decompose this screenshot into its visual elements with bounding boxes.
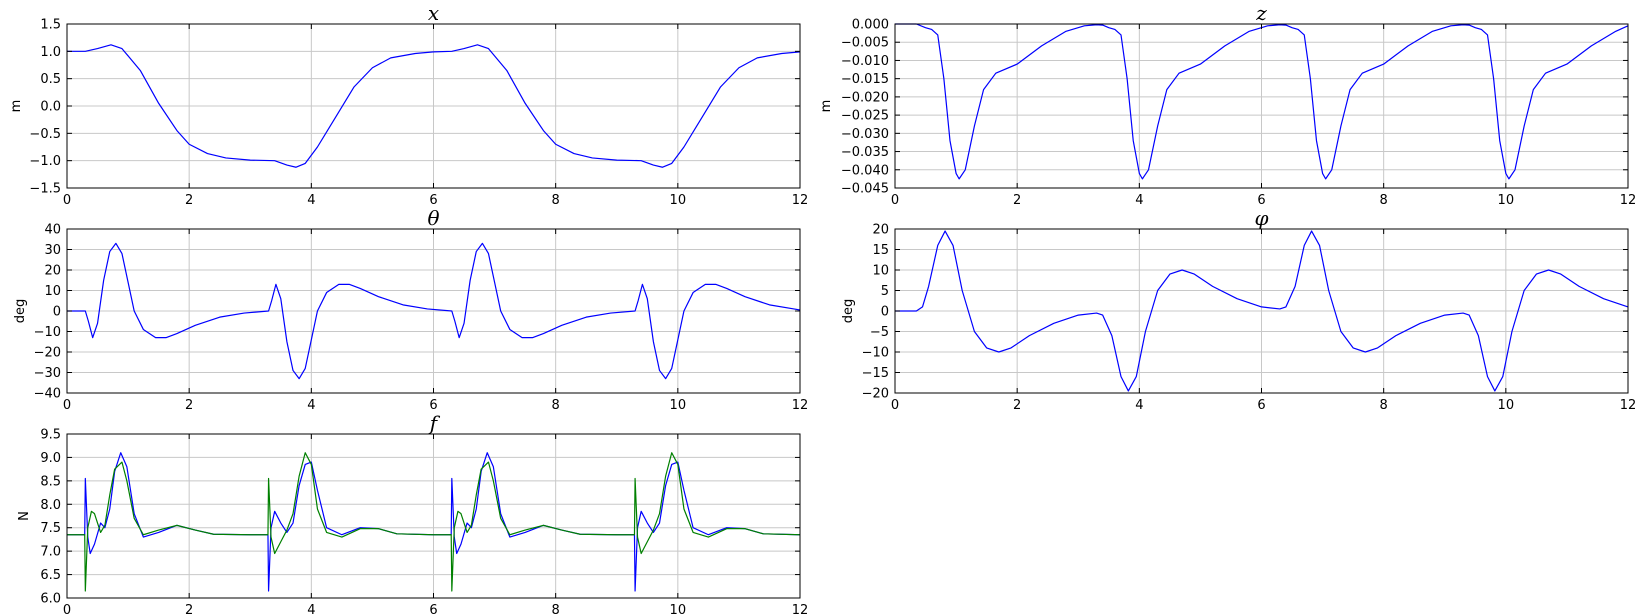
y-tick-label: 40 [44, 223, 61, 238]
x-tick-label: 6 [1257, 193, 1265, 208]
y-tick-label: 1.0 [40, 45, 61, 60]
y-tick-label: −0.035 [841, 145, 889, 160]
subplot-x: x m 0 2 4 6 8 10 12 −1.5 −1.0 −0.5 0.0 0.5 1.0 1.5 [9, 1, 808, 208]
y-tick-label: 0 [53, 305, 61, 320]
x-tick-label: 0 [63, 398, 71, 413]
y-tick-label: −0.5 [29, 127, 61, 142]
y-tick-label: 10 [872, 264, 889, 279]
series-line-0 [895, 230, 1629, 392]
x-tick-label: 8 [552, 603, 560, 614]
x-tick-label: 6 [429, 603, 437, 614]
x-tick-label: 6 [429, 193, 437, 208]
x-tick-label: 12 [792, 603, 809, 614]
x-tick-label: 12 [1620, 398, 1637, 413]
y-tick-label: −10 [862, 346, 889, 361]
y-tick-label: 0 [881, 305, 889, 320]
y-tick-label: −0.020 [841, 90, 889, 105]
y-tick-label: 8.5 [40, 474, 61, 489]
x-tick-label: 4 [307, 193, 315, 208]
y-tick-label: −5 [870, 325, 889, 340]
x-tick-label: 8 [552, 398, 560, 413]
x-tick-label: 0 [891, 193, 899, 208]
y-tick-label: −0.030 [841, 127, 889, 142]
subplot-z: z m 0 2 4 6 8 10 12 −0.045 −0.040 −0.035 −0.030 −0.… [819, 1, 1636, 208]
y-tick-label: −15 [862, 366, 889, 381]
y-tick-label: 7.0 [40, 545, 61, 560]
x-tick-label: 0 [63, 603, 71, 614]
x-tick-label: 0 [891, 398, 899, 413]
y-tick-label: 30 [44, 243, 61, 258]
subplot-title: z [1255, 1, 1267, 25]
x-tick-label: 8 [552, 193, 560, 208]
series-line-1 [67, 452, 801, 592]
x-tick-label: 12 [792, 193, 809, 208]
x-tick-label: 12 [1620, 193, 1637, 208]
y-tick-label: 6.0 [40, 592, 61, 607]
y-tick-label: −0.005 [841, 36, 889, 51]
x-tick-label: 10 [1498, 398, 1515, 413]
y-tick-label: 0.000 [852, 18, 889, 33]
y-tick-label: 15 [872, 243, 889, 258]
x-tick-label: 2 [185, 603, 193, 614]
y-tick-label: 20 [44, 264, 61, 279]
series-line-0 [67, 44, 801, 168]
x-tick-label: 10 [670, 603, 687, 614]
y-tick-label: −0.045 [841, 182, 889, 197]
y-tick-label: 0.0 [40, 100, 61, 115]
y-tick-label: −0.040 [841, 163, 889, 178]
y-tick-label: 9.5 [40, 428, 61, 443]
y-tick-label: −30 [34, 366, 61, 381]
x-tick-label: 6 [429, 398, 437, 413]
subplot-f: f N 0 2 4 6 8 10 126.06.57.07.58.08.59.09.5 [17, 411, 808, 614]
y-tick-label: −1.0 [29, 154, 61, 169]
y-tick-label: −0.015 [841, 72, 889, 87]
y-tick-label: −20 [34, 346, 61, 361]
y-tick-label: 10 [44, 284, 61, 299]
subplot-phi: φ deg 0 2 4 6 8 10 12 −20 −15 −10 −5 0 5 10 15 20 [841, 206, 1636, 413]
y-tick-label: 9.0 [40, 451, 61, 466]
y-tick-label: 6.5 [40, 568, 61, 583]
x-tick-label: 8 [1380, 398, 1388, 413]
series-line-0 [895, 23, 1629, 180]
x-tick-label: 4 [1135, 193, 1143, 208]
y-tick-label: 0.5 [40, 72, 61, 87]
x-tick-label: 6 [1257, 398, 1265, 413]
x-tick-label: 4 [1135, 398, 1143, 413]
y-axis-label: deg [13, 299, 28, 324]
x-tick-label: 12 [792, 398, 809, 413]
x-tick-label: 2 [185, 193, 193, 208]
y-tick-label: −40 [34, 387, 61, 402]
x-tick-label: 10 [1498, 193, 1515, 208]
y-tick-label: 1.5 [40, 18, 61, 33]
x-tick-label: 10 [670, 398, 687, 413]
subplot-title: x [428, 1, 439, 25]
x-tick-label: 2 [185, 398, 193, 413]
x-tick-label: 4 [307, 603, 315, 614]
y-tick-label: −10 [34, 325, 61, 340]
y-tick-label: 5 [881, 284, 889, 299]
y-axis-label: m [819, 100, 834, 113]
y-axis-label: deg [841, 299, 856, 324]
subplot-title: φ [1254, 206, 1268, 230]
y-axis-label: N [17, 511, 32, 521]
x-tick-label: 2 [1013, 193, 1021, 208]
y-axis-label: m [9, 100, 24, 113]
y-tick-label: −0.010 [841, 54, 889, 69]
x-tick-label: 10 [670, 193, 687, 208]
x-tick-label: 8 [1380, 193, 1388, 208]
x-tick-label: 2 [1013, 398, 1021, 413]
series-line-0 [67, 242, 801, 380]
y-tick-label: 7.5 [40, 521, 61, 536]
y-tick-label: −1.5 [29, 182, 61, 197]
subplot-title: θ [427, 206, 439, 230]
y-tick-label: −0.025 [841, 109, 889, 124]
y-tick-label: 8.0 [40, 498, 61, 513]
x-tick-label: 4 [307, 398, 315, 413]
y-tick-label: −20 [862, 387, 889, 402]
subplot-theta: θ deg 0 2 4 6 8 10 12 −40 −30 −20 −10 0 10 20 30 40 [13, 206, 808, 413]
x-tick-label: 0 [63, 193, 71, 208]
y-tick-label: 20 [872, 223, 889, 238]
